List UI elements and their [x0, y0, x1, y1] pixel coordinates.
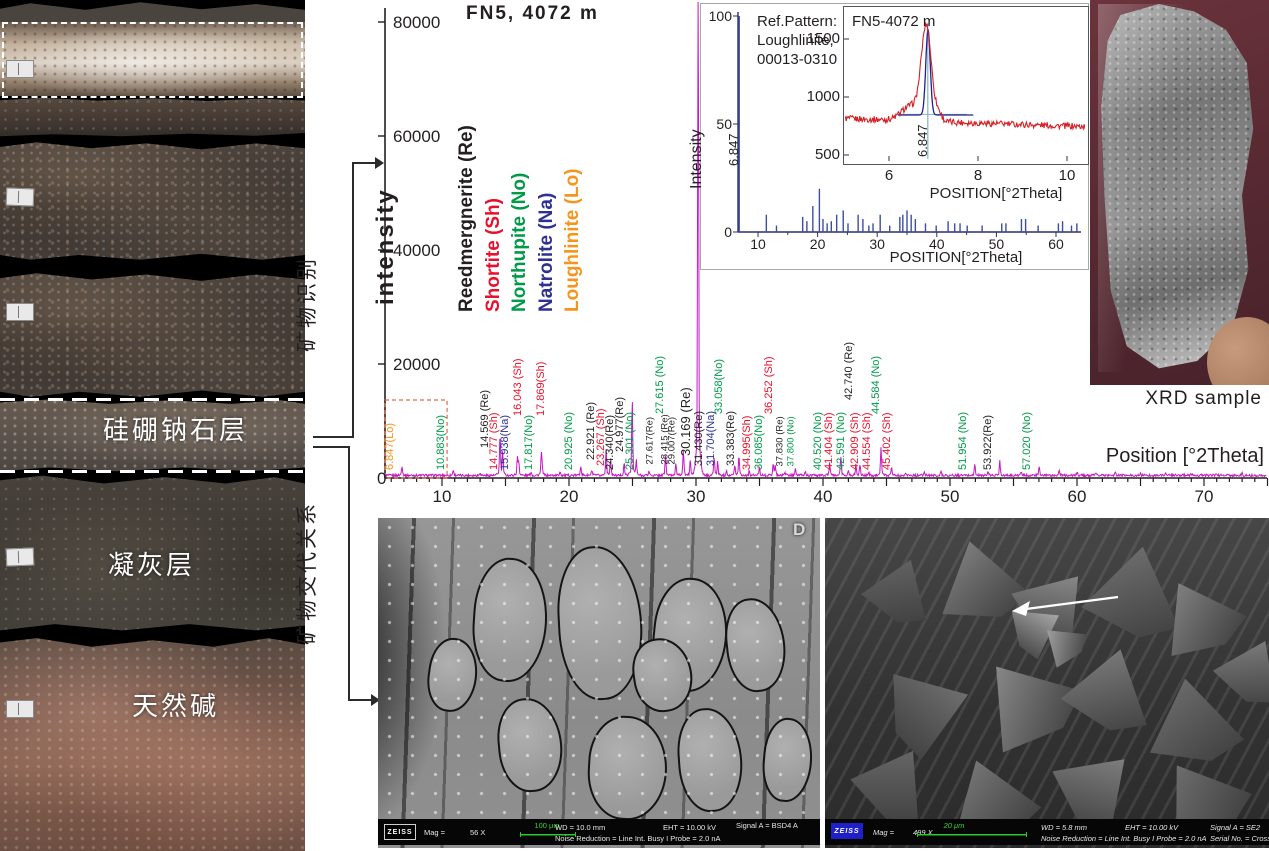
fit-y-tick-label: 1500	[806, 30, 840, 47]
scale-bar	[520, 832, 576, 837]
scale-text: 20 μm	[943, 821, 965, 830]
layer-boundary-dashed-line	[0, 398, 305, 401]
sem-bsd-image: D ZEISS Mag = 56 X 100 μm WD = 10.0 mm E…	[378, 518, 820, 848]
serial-value: Serial No. = Crossbeam 550-8404010214	[1210, 834, 1269, 843]
fit-y-tick-label: 1000	[806, 88, 840, 105]
xrd-title: FN5, 4072 m	[466, 3, 599, 24]
sem-info-bar: ZEISS Mag = 499 X 20 μm WD = 5.8 mm EHT …	[825, 819, 1269, 845]
ref-y-tick-label: 0	[724, 224, 732, 240]
ref-x-tick-label: 60	[1048, 236, 1064, 252]
peak-fit-annotation: 6.847	[915, 124, 930, 157]
label-tuff-layer: 凝灰层	[108, 550, 196, 580]
sem-info-bar: ZEISS Mag = 56 X 100 μm WD = 10.0 mm EHT…	[378, 819, 820, 845]
mag-label: Mag =	[873, 828, 895, 837]
core-segment	[0, 97, 305, 137]
core-segment-sampled-band	[0, 22, 305, 96]
sem-se-image: ZEISS Mag = 499 X 20 μm WD = 5.8 mm EHT …	[825, 518, 1269, 848]
annotation-arrow	[1012, 595, 1119, 616]
ref-y-tick-label: 100	[708, 8, 732, 24]
ref-y-tick-label: 50	[716, 116, 732, 132]
wd-value: WD = 10.0 mm	[555, 823, 606, 832]
eht-value: EHT = 10.00 kV	[663, 823, 717, 832]
panel-letter: D	[793, 520, 806, 539]
core-depth-tag	[6, 60, 34, 78]
core-segment	[0, 273, 305, 397]
core-depth-tag	[5, 547, 35, 567]
scale-bar	[917, 832, 1027, 837]
noise-value: Noise Reduction = Line Int. Busy I Probe…	[555, 834, 721, 843]
ref-x-axis-label: POSITION[°2Theta]	[889, 249, 1023, 266]
core-depth-tag	[6, 303, 34, 321]
peak-fit-x-axis-label: POSITION[°2Theta]	[929, 185, 1063, 202]
core-segment-searlesite	[0, 399, 305, 472]
xrd-x-axis-label: Position [°2Theta]	[1105, 445, 1264, 467]
zeiss-logo: ZEISS	[831, 823, 863, 839]
xrd-sample-photo	[1090, 0, 1269, 385]
core-segment-tuff	[0, 475, 305, 631]
peak-fit-inset: FN5-4072 m 6.847 POSITION[°2Theta] 500 10…	[807, 6, 1089, 202]
core-segment-trona	[0, 638, 305, 851]
fit-x-tick-label: 6	[884, 167, 894, 184]
ref-peak-annotation: 6.847	[726, 133, 741, 166]
noise-value: Noise Reduction = Line Int. Busy I Probe…	[1041, 834, 1207, 843]
peak-fit-chart	[844, 22, 1085, 161]
sample-caption: XRD sample	[1145, 388, 1262, 409]
label-mineral-replacement: 矿物交代关系	[296, 501, 319, 645]
ref-y-axis-label: Intensity	[688, 129, 705, 189]
peak-fit-title: FN5-4072 m	[852, 13, 936, 30]
label-mineral-identification: 矿物识别	[296, 256, 319, 352]
layer-boundary-dashed-line	[0, 470, 305, 473]
core-segment	[0, 142, 305, 260]
bracket-arrows	[313, 157, 384, 706]
sem-bright-speckles	[378, 518, 820, 848]
wd-value: WD = 5.8 mm	[1041, 823, 1088, 832]
core-segment	[0, 2, 305, 22]
mag-label: Mag =	[424, 828, 446, 837]
core-depth-tag	[6, 700, 34, 718]
signal-value: Signal A = SE2	[1210, 823, 1261, 832]
xrd-main-chart	[378, 1, 1269, 486]
core-depth-tag	[5, 187, 35, 207]
fit-x-tick-label: 10	[1058, 167, 1076, 184]
label-searlesite-layer: 硅硼钠石层	[103, 415, 249, 445]
ref-x-tick-label: 50	[988, 236, 1005, 252]
zeiss-logo: ZEISS	[384, 824, 416, 840]
core-photo-column: 硅硼钠石层 凝灰层 天然碱	[0, 0, 305, 851]
ref-pattern-header: Ref.Pattern: Loughlinite, 00013-0310	[757, 13, 838, 68]
ref-x-tick-label: 10	[750, 236, 766, 252]
signal-value: Signal A = BSD4 A	[736, 821, 798, 830]
mag-value: 56 X	[470, 828, 486, 837]
ref-x-tick-label: 40	[929, 236, 945, 252]
fit-x-tick-label: 8	[973, 167, 983, 184]
sampled-interval-dashed-box	[2, 22, 303, 98]
eht-value: EHT = 10.00 kV	[1125, 823, 1179, 832]
ref-x-tick-label: 30	[869, 236, 885, 252]
ref-pattern-chart	[733, 12, 1081, 237]
scale-text: 100 μm	[534, 821, 560, 830]
rock-sample	[1101, 4, 1254, 369]
ref-x-tick-label: 20	[809, 236, 826, 252]
fit-y-tick-label: 500	[814, 146, 840, 163]
label-trona: 天然碱	[132, 691, 220, 721]
